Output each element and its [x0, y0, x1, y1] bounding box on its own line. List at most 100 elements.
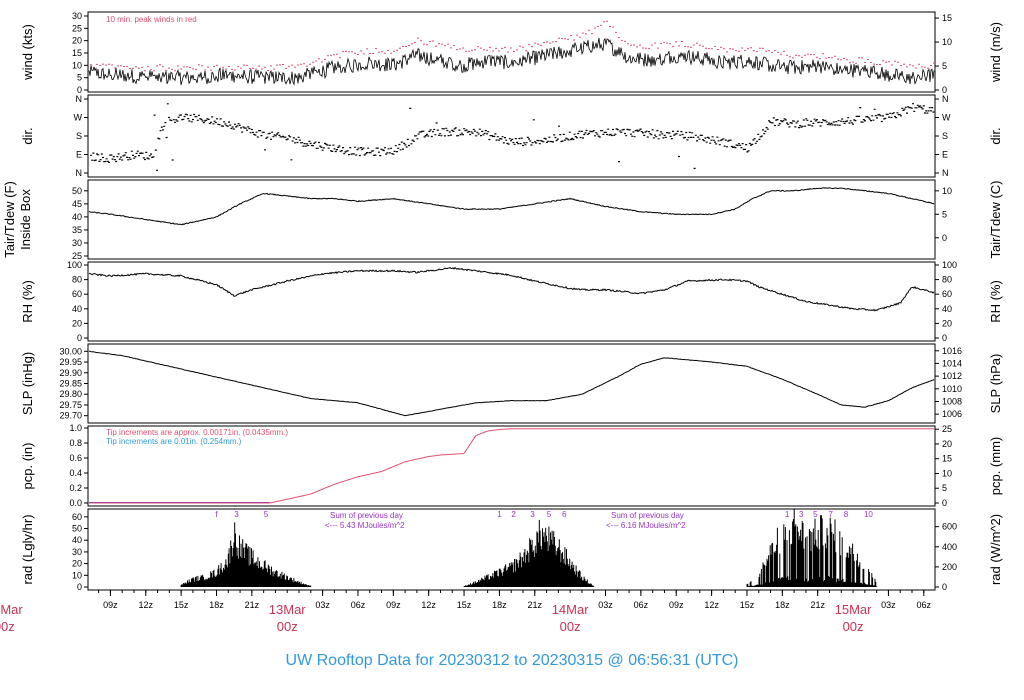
y-tick-label-left: 40	[72, 212, 82, 222]
panel-frame	[87, 425, 936, 507]
rad-mark-label: 5	[813, 510, 818, 519]
y-tick-label-left: 40	[72, 535, 82, 545]
y-tick-label-right: 200	[942, 562, 957, 572]
rad-day-3	[746, 509, 878, 587]
y-tick-label-right: 0	[942, 498, 947, 508]
y-tick-label-left: W	[74, 113, 83, 123]
x-date-sub-label: 00z	[560, 619, 581, 634]
y-tick-label-left: 100	[67, 260, 82, 270]
y-tick-label-right: 15	[942, 454, 952, 464]
x-hour-label: 18z	[492, 600, 507, 610]
y-tick-label-right: 1010	[942, 384, 962, 394]
rad-mark-label: f	[215, 510, 218, 519]
panel-wind: 0 5 10 15 20 25 30 0 5 10 15 wind (kts) wind (m/s)	[20, 11, 1003, 95]
y-tick-label-left: 0	[77, 85, 82, 95]
y-tick-label-right: N	[942, 94, 949, 104]
y-tick-label-right: 5	[942, 483, 947, 493]
panel-frame	[87, 179, 936, 260]
chart-title: UW Rooftop Data for 20230312 to 20230315…	[286, 652, 739, 669]
y-tick-label-left: 1.0	[69, 423, 82, 433]
y-tick-label-left: 0.4	[69, 468, 82, 478]
rad-mark-label: 10	[864, 510, 873, 519]
y-tick-label-left: E	[76, 150, 82, 160]
y-tick-label-left: S	[76, 131, 82, 141]
y-tick-label-left: 15	[72, 48, 82, 58]
y-label-right: SLP (hPa)	[988, 354, 1003, 414]
y-tick-label-left: 25	[72, 251, 82, 261]
series-wind	[88, 37, 935, 86]
y-tick-label-left: 30.00	[59, 346, 82, 356]
y-label-right: pcp. (mm)	[988, 437, 1003, 496]
x-date-label: 14Mar	[552, 602, 590, 617]
y-tick-label-right: 20	[942, 439, 952, 449]
x-date-sub-label: 00z	[843, 619, 864, 634]
series-slp	[88, 350, 935, 417]
y-tick-label-right: 1006	[942, 409, 962, 419]
rad-day-2	[463, 519, 595, 587]
y-tick-label-right: 600	[942, 522, 957, 532]
tip-note-1: Tip increments are approx. 0.00171in. (0…	[106, 428, 288, 437]
y-tick-label-right: N	[942, 168, 949, 178]
y-tick-label-left: 0.8	[69, 438, 82, 448]
y-tick-label-right: 1008	[942, 396, 962, 406]
y-tick-label-left: 20	[72, 559, 82, 569]
rad-sum-1-title: Sum of previous day	[330, 511, 403, 520]
x-date-sub-label: 00z	[277, 619, 298, 634]
rad-mark-label: 1	[497, 510, 502, 519]
rad-day-1	[180, 522, 312, 587]
y-tick-label-left: 29.85	[59, 379, 82, 389]
rad-mark-label: 5	[264, 510, 269, 519]
y-tick-label-left: 30	[72, 11, 82, 21]
x-hour-label: 18z	[775, 600, 790, 610]
y-tick-label-right: W	[942, 113, 951, 123]
series-temp	[88, 187, 935, 226]
y-tick-label-right: 10	[942, 186, 952, 196]
x-date-label: 15Mar	[835, 602, 873, 617]
rad-mark-label: 5	[547, 510, 552, 519]
rad-mark-label: 8	[844, 510, 849, 519]
y-tick-label-right: 100	[942, 260, 957, 270]
y-tick-label-right: S	[942, 131, 948, 141]
x-hour-label: 03z	[598, 600, 613, 610]
rad-mark-label: 6	[562, 510, 567, 519]
y-tick-label-left: 5	[77, 73, 82, 83]
x-hour-label: 09z	[103, 600, 118, 610]
y-label-right: rad (W/m^2)	[988, 514, 1003, 585]
x-hour-label: 15z	[740, 600, 755, 610]
y-tick-label-left: 80	[72, 275, 82, 285]
series-rh	[88, 266, 935, 312]
y-tick-label-left: 0	[77, 582, 82, 592]
y-label-left: pcp. (in)	[20, 443, 35, 490]
x-hour-label: 15z	[174, 600, 189, 610]
y-tick-label-right: 25	[942, 424, 952, 434]
y-tick-label-left: 50	[72, 186, 82, 196]
y-tick-label-left: 0.6	[69, 453, 82, 463]
y-label-left: rad (Lgly/hr)	[20, 514, 35, 584]
panel-rh: 0 20 40 60 80 100 0 20 40 60 80 100 RH (%) RH (%)	[20, 260, 1003, 343]
y-tick-label-left: N	[76, 168, 83, 178]
y-tick-label-right: 0	[942, 85, 947, 95]
y-tick-label-left: 29.95	[59, 357, 82, 367]
y-label-left: Tair/Tdew (F)	[2, 181, 17, 258]
x-date-label: 12Mar	[0, 602, 23, 617]
y-tick-label-left: 45	[72, 199, 82, 209]
y-tick-label-left: 0	[77, 333, 82, 343]
y-label-left: wind (kts)	[20, 24, 35, 81]
x-hour-label: 15z	[457, 600, 472, 610]
y-label-left: dir.	[20, 127, 35, 144]
y-tick-label-left: 60	[72, 289, 82, 299]
panel-frame	[87, 11, 936, 93]
y-tick-label-left: 29.70	[59, 411, 82, 421]
x-hour-label: 06z	[351, 600, 366, 610]
y-tick-label-right: 1016	[942, 346, 962, 356]
x-axis: 09z 12z 15z 18z 21z 03z 06z 09z 12z 15z 18z 21z 03z 0…	[0, 590, 932, 634]
y-tick-label-right: 60	[942, 289, 952, 299]
tip-note-2: Tip increments are 0.01in. (0.254mm.)	[106, 437, 242, 446]
series-pcp	[89, 428, 934, 504]
rad-mark-label: 3	[234, 510, 239, 519]
x-hour-label: 12z	[421, 600, 436, 610]
x-hour-label: 03z	[315, 600, 330, 610]
